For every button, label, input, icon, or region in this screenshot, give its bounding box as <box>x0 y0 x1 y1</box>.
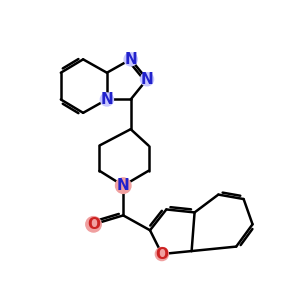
Circle shape <box>100 93 113 106</box>
Text: N: N <box>124 52 137 67</box>
Circle shape <box>124 53 137 66</box>
Circle shape <box>116 178 131 194</box>
Text: N: N <box>117 178 130 193</box>
Text: N: N <box>100 92 113 107</box>
Text: O: O <box>87 217 100 232</box>
Text: N: N <box>141 72 153 87</box>
Text: O: O <box>155 247 168 262</box>
Circle shape <box>140 73 154 86</box>
Circle shape <box>86 217 101 232</box>
Circle shape <box>155 248 168 261</box>
